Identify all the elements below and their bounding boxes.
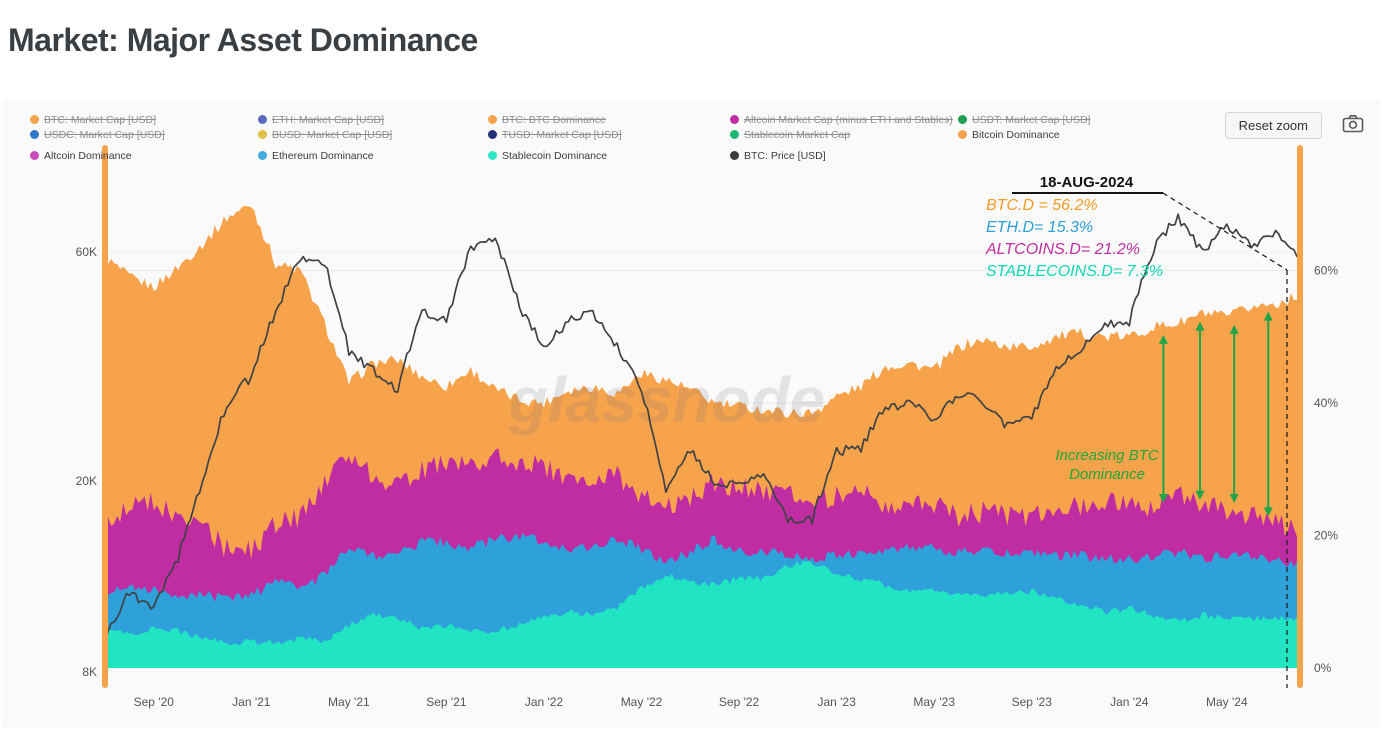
legend-label: USDT: Market Cap [USD] bbox=[972, 113, 1091, 126]
legend-swatch bbox=[488, 130, 497, 139]
chart-plot-area[interactable]: glassnode 60K 20K 8K 60% 40% 20% 0% Sep '20 Jan '… bbox=[2, 100, 1380, 728]
x-tick-label: Jan '23 bbox=[817, 695, 856, 709]
reset-zoom-button[interactable]: Reset zoom bbox=[1224, 112, 1322, 139]
metric-line-0: BTC.D = 56.2% bbox=[986, 197, 1098, 214]
legend-label: BTC: Market Cap [USD] bbox=[44, 113, 157, 126]
legend-item-eth-market-cap-usd[interactable]: ETH: Market Cap [USD] bbox=[258, 113, 384, 126]
zoom-handle-right[interactable] bbox=[1297, 145, 1303, 688]
export-chart-button[interactable] bbox=[1340, 113, 1366, 137]
y-right-tick-label: 60% bbox=[1314, 264, 1338, 278]
legend-label: BTC: BTC Dominance bbox=[502, 113, 606, 126]
legend-swatch bbox=[958, 115, 967, 124]
annotation-increasing-btc-dominance: Increasing BTC Dominance bbox=[1055, 447, 1159, 483]
legend-label: ETH: Market Cap [USD] bbox=[272, 113, 385, 126]
legend-label: BUSD: Market Cap [USD] bbox=[272, 128, 393, 141]
legend-swatch bbox=[30, 130, 39, 139]
metric-line-1: ETH.D= 15.3% bbox=[986, 219, 1094, 236]
x-tick-label: May '22 bbox=[621, 695, 663, 709]
legend-item-stablecoin-dominance[interactable]: Stablecoin Dominance bbox=[488, 149, 607, 162]
x-tick-label: Sep '23 bbox=[1012, 695, 1053, 709]
legend-label: TUSD: Market Cap [USD] bbox=[502, 128, 622, 141]
legend-swatch bbox=[30, 151, 39, 160]
legend-swatch bbox=[258, 130, 267, 139]
legend-item-stablecoin-market-cap[interactable]: Stablecoin Market Cap bbox=[730, 128, 850, 141]
page-title: Market: Major Asset Dominance bbox=[8, 22, 478, 58]
x-tick-label: Jan '24 bbox=[1110, 695, 1149, 709]
legend-label: Altcoin Dominance bbox=[44, 149, 132, 162]
legend-item-btc-btc-dominance[interactable]: BTC: BTC Dominance bbox=[488, 113, 606, 126]
y-left-tick-label: 20K bbox=[76, 474, 97, 488]
zoom-handle-left[interactable] bbox=[102, 145, 108, 688]
legend-swatch bbox=[30, 115, 39, 124]
legend-label: Altcoin Market Cap (minus ETH and Stable… bbox=[744, 113, 953, 126]
camera-icon bbox=[1342, 115, 1364, 133]
x-tick-label: Sep '22 bbox=[719, 695, 760, 709]
x-tick-label: May '21 bbox=[328, 695, 370, 709]
y-left-tick-label: 60K bbox=[76, 245, 97, 259]
legend-item-bitcoin-dominance[interactable]: Bitcoin Dominance bbox=[958, 128, 1060, 141]
dominance-gap-arrow bbox=[1229, 324, 1239, 503]
chart-legend: BTC: Market Cap [USD] ETH: Market Cap [US… bbox=[2, 100, 1380, 728]
legend-swatch bbox=[488, 151, 497, 160]
legend-item-btc-price-usd[interactable]: BTC: Price [USD] bbox=[730, 149, 826, 162]
legend-item-btc-market-cap-usd[interactable]: BTC: Market Cap [USD] bbox=[30, 113, 156, 126]
dominance-gap-arrow bbox=[1158, 334, 1168, 503]
y-right-tick-label: 40% bbox=[1314, 396, 1338, 410]
legend-swatch bbox=[488, 115, 497, 124]
y-right-tick-label: 20% bbox=[1314, 529, 1338, 543]
x-tick-label: May '23 bbox=[913, 695, 955, 709]
legend-label: Bitcoin Dominance bbox=[972, 128, 1060, 141]
legend-item-ethereum-dominance[interactable]: Ethereum Dominance bbox=[258, 149, 374, 162]
annotation-date: 18-AUG-2024 bbox=[1039, 174, 1134, 191]
legend-swatch bbox=[258, 151, 267, 160]
legend-swatch bbox=[730, 115, 739, 124]
btc-price-line bbox=[104, 213, 1301, 644]
x-tick-label: May '24 bbox=[1206, 695, 1248, 709]
y-left-tick-label: 8K bbox=[82, 665, 97, 679]
legend-label: Stablecoin Dominance bbox=[502, 149, 608, 162]
area-stablecoin-dominance bbox=[105, 560, 1300, 668]
legend-swatch bbox=[730, 151, 739, 160]
chart-card: glassnode 60K 20K 8K 60% 40% 20% 0% Sep '20 Jan '… bbox=[2, 100, 1380, 728]
dominance-gap-arrow bbox=[1195, 321, 1205, 500]
legend-label: Stablecoin Market Cap bbox=[744, 128, 851, 141]
legend-swatch bbox=[958, 130, 967, 139]
x-tick-label: Sep '21 bbox=[426, 695, 467, 709]
legend-label: BTC: Price [USD] bbox=[744, 149, 826, 162]
x-tick-label: Jan '22 bbox=[525, 695, 564, 709]
metric-line-2: ALTCOINS.D= 21.2% bbox=[986, 241, 1140, 258]
legend-item-usdt-market-cap-usd[interactable]: USDT: Market Cap [USD] bbox=[958, 113, 1090, 126]
x-tick-label: Sep '20 bbox=[134, 695, 175, 709]
metric-line-3: STABLECOINS.D= 7.3% bbox=[986, 263, 1164, 280]
dominance-gap-arrow bbox=[1263, 311, 1273, 517]
watermark: glassnode bbox=[508, 364, 826, 436]
annotation-metrics: BTC.D = 56.2% ETH.D= 15.3% ALTCOINS.D= 21.… bbox=[986, 195, 1163, 283]
y-right-tick-label: 0% bbox=[1314, 661, 1332, 675]
legend-swatch bbox=[258, 115, 267, 124]
legend-swatch bbox=[730, 130, 739, 139]
legend-item-tusd-market-cap-usd[interactable]: TUSD: Market Cap [USD] bbox=[488, 128, 622, 141]
callout-line-diagonal bbox=[1162, 192, 1288, 271]
legend-item-altcoin-market-cap-minus-eth-and-stables[interactable]: Altcoin Market Cap (minus ETH and Stable… bbox=[730, 113, 953, 126]
legend-label: Ethereum Dominance bbox=[272, 149, 374, 162]
legend-item-busd-market-cap-usd[interactable]: BUSD: Market Cap [USD] bbox=[258, 128, 392, 141]
legend-label: USDC: Market Cap [USD] bbox=[44, 128, 165, 141]
legend-item-altcoin-dominance[interactable]: Altcoin Dominance bbox=[30, 149, 132, 162]
legend-item-usdc-market-cap-usd[interactable]: USDC: Market Cap [USD] bbox=[30, 128, 165, 141]
x-tick-label: Jan '21 bbox=[232, 695, 271, 709]
